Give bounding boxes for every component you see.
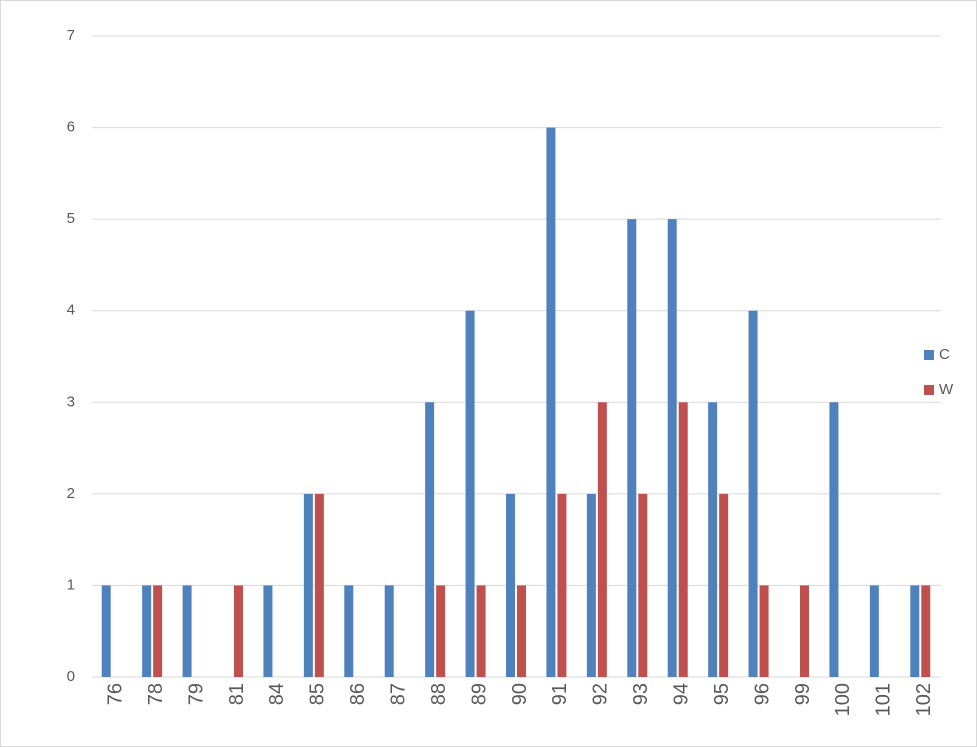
y-tick-label: 5 <box>67 210 75 227</box>
y-tick-label: 1 <box>67 576 75 593</box>
bar <box>597 402 607 677</box>
bar <box>182 585 192 677</box>
x-tick-label: 81 <box>226 683 248 705</box>
x-tick-label: 92 <box>590 683 612 705</box>
bar <box>829 402 839 677</box>
bar <box>314 493 324 677</box>
x-tick-label: 100 <box>832 683 854 716</box>
x-tick-label: 84 <box>266 683 288 705</box>
bar <box>425 402 435 677</box>
x-tick-label: 79 <box>185 683 207 705</box>
bar <box>263 585 273 677</box>
bar <box>910 585 920 677</box>
x-tick-label: 90 <box>509 683 531 705</box>
x-tick-label: 94 <box>670 683 692 705</box>
y-tick-label: 3 <box>67 393 75 410</box>
bar <box>465 310 475 677</box>
y-tick-label: 2 <box>67 485 75 502</box>
bar <box>546 127 556 678</box>
bar <box>142 585 152 677</box>
x-tick-label: 91 <box>549 683 571 705</box>
x-tick-label: 87 <box>387 683 409 705</box>
bar <box>557 493 567 677</box>
bar <box>586 493 596 677</box>
bar <box>344 585 354 677</box>
x-tick-label: 76 <box>104 683 126 705</box>
bar <box>384 585 394 677</box>
bar <box>678 402 688 677</box>
bar <box>719 493 729 677</box>
y-tick-label: 4 <box>67 302 75 319</box>
bar <box>153 585 163 677</box>
bar <box>506 493 515 677</box>
bar <box>869 585 879 677</box>
legend-label: W <box>939 381 954 398</box>
bar <box>921 585 931 677</box>
x-tick-label: 85 <box>307 683 329 705</box>
x-tick-label: 88 <box>428 683 450 705</box>
legend-label: C <box>939 346 950 363</box>
x-tick-label: 78 <box>145 683 167 705</box>
bar <box>667 219 677 677</box>
bar <box>476 585 486 677</box>
bar <box>800 585 809 677</box>
legend-swatch <box>924 350 934 360</box>
bar <box>748 310 758 677</box>
bar <box>759 585 769 677</box>
bar <box>234 585 243 677</box>
x-tick-label: 89 <box>468 683 490 705</box>
x-tick-label: 86 <box>347 683 369 705</box>
y-tick-label: 0 <box>67 668 75 685</box>
x-tick-label: 93 <box>630 683 652 705</box>
bar <box>638 493 648 677</box>
y-tick-label: 7 <box>67 27 75 44</box>
x-tick-label: 96 <box>751 683 773 705</box>
x-tick-label: 99 <box>792 683 814 705</box>
bar <box>708 402 718 677</box>
legend-swatch <box>924 385 934 395</box>
bar <box>627 219 637 677</box>
x-tick-label: 95 <box>711 683 733 705</box>
bar <box>517 585 526 677</box>
x-tick-label: 101 <box>873 683 895 716</box>
y-tick-label: 6 <box>67 119 75 136</box>
bar <box>436 585 446 677</box>
bar <box>101 585 111 677</box>
bar <box>303 493 313 677</box>
x-tick-label: 102 <box>913 683 935 716</box>
